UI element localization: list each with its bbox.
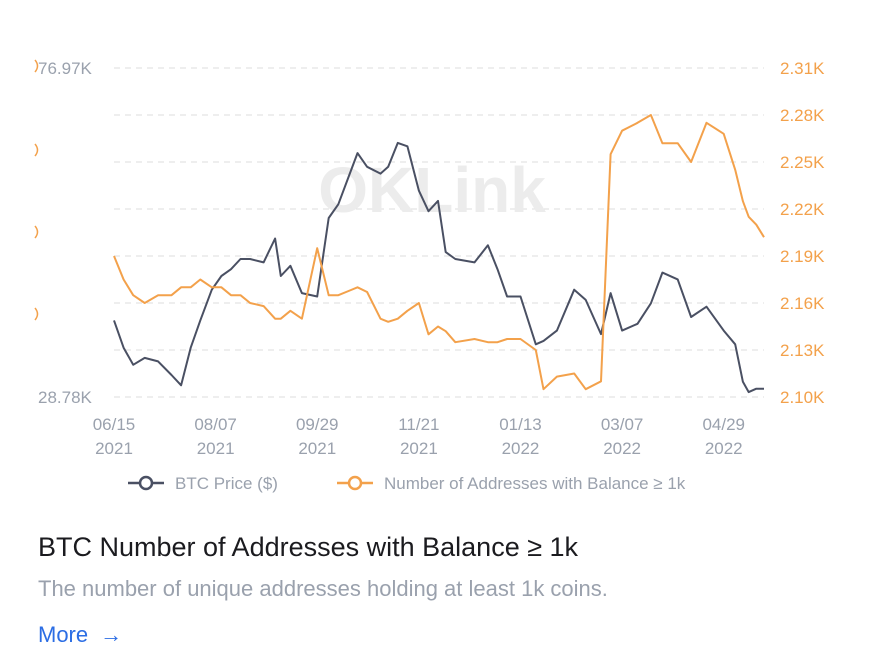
x-axis-tick-year: 2021 <box>298 439 336 458</box>
x-axis-tick-label: 09/29 <box>296 415 339 434</box>
x-axis-tick-label: 03/07 <box>601 415 644 434</box>
right-axis-tick-label: 2.13K <box>780 341 825 360</box>
x-axis-tick-label: 08/07 <box>194 415 237 434</box>
addresses-line <box>113 114 765 391</box>
left-axis-tick-label: 28.78K <box>38 388 93 407</box>
left-axis-cropped-tick-mark <box>34 59 39 73</box>
metric-title: BTC Number of Addresses with Balance ≥ 1… <box>38 532 579 562</box>
x-axis-tick-label: 01/13 <box>499 415 542 434</box>
arrow-right-icon: → <box>100 622 123 647</box>
right-axis-tick-label: 2.10K <box>780 388 825 407</box>
info-panel: BTC Number of Addresses with Balance ≥ 1… <box>38 528 858 650</box>
chart-card: 2.31K 2.28K 2.25K 2.22K 2.19K 2.16K 2.13K 2.10K… <box>34 59 825 493</box>
left-axis-cropped-tick-mark <box>34 307 39 321</box>
left-axis-cropped-tick-mark <box>34 225 39 239</box>
x-axis-tick-year: 2021 <box>95 439 133 458</box>
legend-btc-label: BTC Price ($) <box>175 474 278 493</box>
legend-addresses-marker <box>347 475 363 491</box>
right-axis-tick-label: 2.22K <box>780 200 825 219</box>
right-axis-tick-label: 2.31K <box>780 59 825 78</box>
btc-price-line <box>113 141 764 394</box>
x-axis-tick-year: 2022 <box>502 439 540 458</box>
x-axis-tick-year: 2022 <box>705 439 743 458</box>
right-axis-tick-label: 2.28K <box>780 106 825 125</box>
legend-btc-marker <box>138 475 154 491</box>
more-label: More <box>38 622 89 647</box>
x-axis-tick-label: 11/21 <box>398 415 439 434</box>
right-axis-tick-label: 2.19K <box>780 247 825 266</box>
x-axis-tick-year: 2021 <box>400 439 438 458</box>
metric-description: The number of unique addresses holding a… <box>38 576 608 601</box>
more-link[interactable]: More → <box>38 620 122 650</box>
legend-addresses-label: Number of Addresses with Balance ≥ 1k <box>384 474 686 493</box>
x-axis-tick-year: 2021 <box>197 439 235 458</box>
right-axis-tick-label: 2.25K <box>780 153 825 172</box>
x-axis-tick-year: 2022 <box>603 439 641 458</box>
x-axis-tick-label: 06/15 <box>93 415 136 434</box>
x-axis-tick-label: 04/29 <box>702 415 745 434</box>
chart-svg: 2.31K 2.28K 2.25K 2.22K 2.19K 2.16K 2.13K 2.10K… <box>34 59 825 493</box>
left-axis-cropped-tick-mark <box>34 143 39 157</box>
watermark-logo: OKLink <box>318 154 546 226</box>
right-axis-tick-label: 2.16K <box>780 294 825 313</box>
left-axis-tick-label: 76.97K <box>38 59 93 78</box>
